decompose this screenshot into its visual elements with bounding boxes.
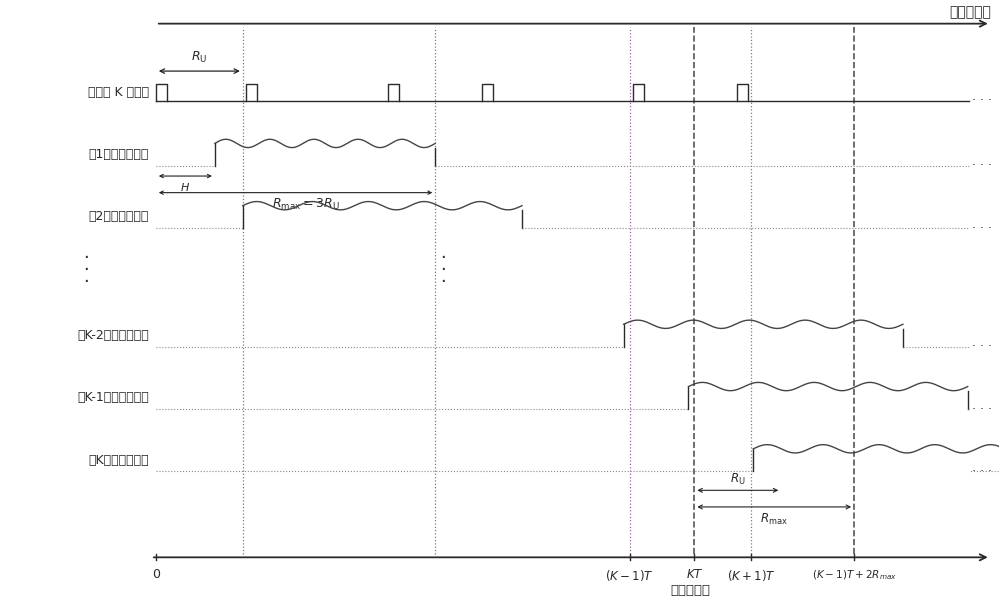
Text: 距离切平面: 距离切平面 xyxy=(950,5,992,19)
Text: ·: · xyxy=(84,261,89,279)
Text: 第K个脉冲的回波: 第K个脉冲的回波 xyxy=(88,454,149,466)
Text: ·: · xyxy=(440,249,446,267)
Text: · · ·: · · · xyxy=(972,94,992,107)
Text: · · ·: · · · xyxy=(972,403,992,415)
Text: $(K-1)T+2R_{max}$: $(K-1)T+2R_{max}$ xyxy=(812,568,897,582)
Text: 第K-2个脉冲的回波: 第K-2个脉冲的回波 xyxy=(77,329,149,342)
Text: ·: · xyxy=(440,261,446,279)
Text: ·: · xyxy=(84,249,89,267)
Text: $R_{\rm max}=3R_{\rm U}$: $R_{\rm max}=3R_{\rm U}$ xyxy=(272,197,339,213)
Text: $KT$: $KT$ xyxy=(686,568,703,581)
Text: 时间切平面: 时间切平面 xyxy=(670,584,710,597)
Text: ·: · xyxy=(440,273,446,291)
Text: $H$: $H$ xyxy=(180,181,190,193)
Text: $R_{\rm U}$: $R_{\rm U}$ xyxy=(730,472,746,487)
Text: $R_{\rm max}$: $R_{\rm max}$ xyxy=(760,511,788,526)
Text: 0: 0 xyxy=(152,568,160,581)
Text: $(K+1)T$: $(K+1)T$ xyxy=(727,568,776,583)
Text: · · ·: · · · xyxy=(972,159,992,172)
Text: ·: · xyxy=(84,273,89,291)
Text: · · ·: · · · xyxy=(972,340,992,353)
Text: 发射的 K 个脉冲: 发射的 K 个脉冲 xyxy=(88,86,149,99)
Text: · · ·: · · · xyxy=(972,465,992,478)
Text: 第K-1个脉冲的回波: 第K-1个脉冲的回波 xyxy=(77,391,149,404)
Text: $(K-1)T$: $(K-1)T$ xyxy=(605,568,654,583)
Text: 第1个脉冲的回波: 第1个脉冲的回波 xyxy=(89,148,149,161)
Text: 第2个脉冲的回波: 第2个脉冲的回波 xyxy=(89,210,149,224)
Text: · · ·: · · · xyxy=(972,222,992,235)
Text: $R_{\rm U}$: $R_{\rm U}$ xyxy=(191,50,207,65)
